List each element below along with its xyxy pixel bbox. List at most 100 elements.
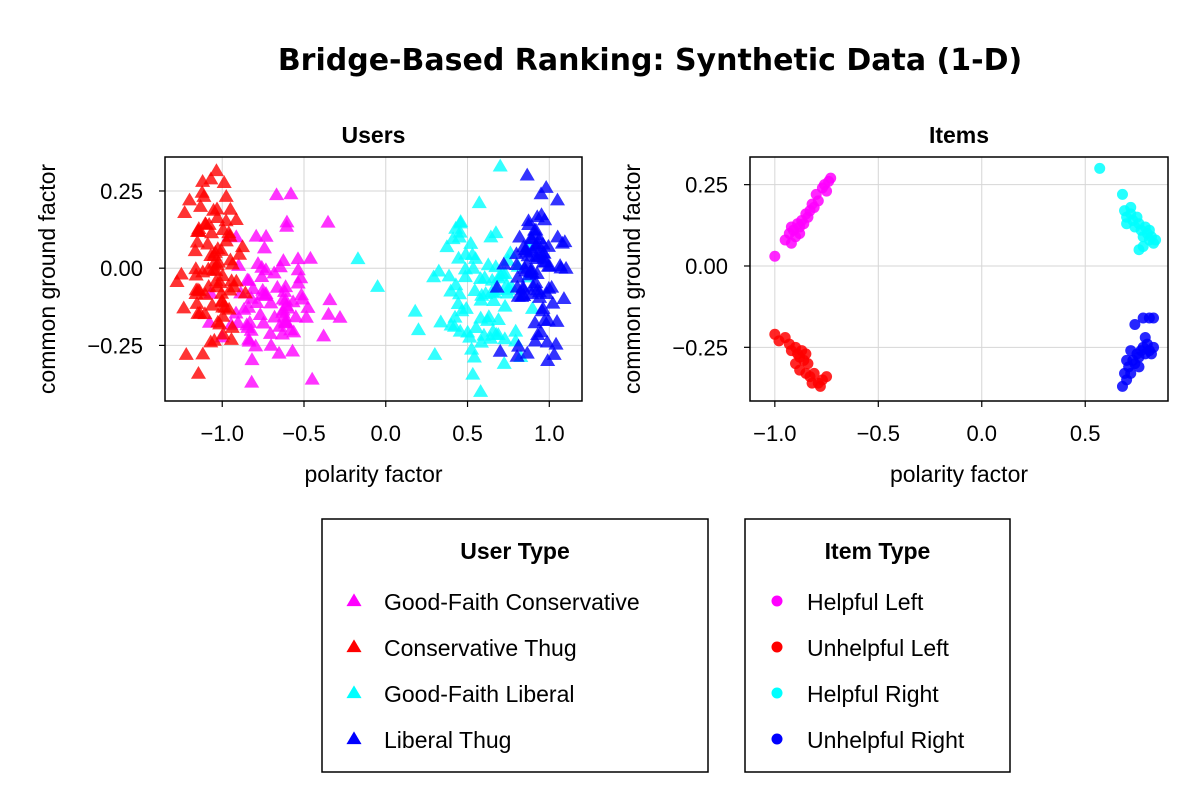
legend-marker (771, 641, 783, 653)
data-point (178, 347, 194, 360)
data-point (497, 298, 513, 312)
data-point (489, 279, 505, 293)
data-point (439, 239, 455, 253)
figure-title: Bridge-Based Ranking: Synthetic Data (1-… (278, 43, 1022, 78)
data-point (1121, 218, 1133, 230)
data-point (473, 292, 489, 306)
data-point (195, 346, 211, 360)
data-point (541, 280, 557, 294)
data-point (517, 260, 533, 274)
data-point (203, 334, 219, 348)
data-point (189, 296, 205, 309)
data-point (492, 158, 508, 172)
data-point (512, 229, 528, 243)
data-point (300, 300, 316, 313)
data-point (540, 312, 556, 326)
data-point (206, 262, 222, 276)
data-point (256, 240, 273, 254)
data-point (173, 266, 189, 280)
data-point (548, 336, 564, 350)
data-point (188, 282, 204, 296)
legend-entry-label: Helpful Left (807, 589, 924, 615)
data-point (451, 229, 467, 243)
data-point (463, 235, 479, 249)
data-point (195, 174, 211, 187)
data-point (769, 250, 781, 262)
data-point (1129, 319, 1141, 331)
data-point (290, 251, 306, 265)
data-point (1137, 240, 1149, 252)
data-point (533, 324, 549, 338)
data-point (263, 337, 279, 351)
data-point (284, 343, 301, 357)
data-point (508, 246, 524, 260)
legend-entry-label: Helpful Right (807, 681, 939, 707)
data-point (542, 258, 558, 272)
data-point (554, 235, 570, 249)
data-point (283, 186, 299, 200)
data-point (523, 230, 539, 244)
data-point (447, 309, 463, 323)
data-point (531, 290, 548, 303)
data-point (214, 285, 230, 299)
data-point (196, 189, 212, 202)
data-point (228, 212, 244, 226)
data-point (204, 225, 220, 239)
data-point (519, 345, 535, 359)
data-point (266, 265, 282, 279)
data-point (410, 322, 427, 336)
data-point (208, 273, 224, 287)
data-point (212, 316, 228, 330)
legend-entry-label: Good-Faith Conservative (384, 589, 640, 615)
data-point (322, 292, 338, 306)
y-axis-label: common ground factor (619, 164, 645, 394)
data-point (254, 269, 270, 282)
data-point (245, 281, 261, 295)
data-point (524, 265, 540, 279)
data-point (1150, 234, 1162, 246)
data-point (208, 163, 224, 177)
data-point (277, 315, 294, 329)
data-point (271, 345, 287, 359)
data-point (350, 251, 366, 265)
data-point (462, 329, 478, 343)
data-point (814, 380, 826, 392)
data-point (216, 175, 232, 188)
data-point (485, 323, 501, 337)
data-point (176, 300, 192, 314)
x-tick-label: 0.0 (370, 421, 401, 446)
data-point (218, 233, 234, 247)
x-axis-label: polarity factor (890, 461, 1028, 487)
data-point (255, 282, 271, 296)
x-tick-label: −0.5 (857, 421, 900, 446)
data-point (519, 167, 535, 181)
data-point (302, 250, 318, 264)
x-tick-label: 0.5 (452, 421, 483, 446)
legend-marker (346, 731, 362, 745)
data-point (241, 331, 257, 345)
data-point (320, 214, 336, 228)
data-point (224, 320, 240, 333)
data-point (490, 270, 506, 284)
legend-entry-label: Liberal Thug (384, 727, 511, 753)
data-point (1116, 188, 1128, 200)
data-point (244, 374, 260, 388)
data-point (203, 171, 219, 185)
data-point (472, 271, 489, 285)
data-point (241, 272, 257, 286)
item-type-legend: Item Type Helpful Left Unhelpful Left Helpf… (744, 518, 1011, 773)
data-point (215, 326, 231, 340)
y-tick-label: 0.00 (100, 256, 143, 281)
data-point (546, 347, 562, 360)
data-point (509, 279, 525, 293)
data-point (427, 347, 443, 360)
legend-entry-label: Unhelpful Left (807, 635, 950, 661)
data-point (556, 291, 572, 305)
data-point (278, 292, 294, 306)
data-point (255, 315, 271, 329)
data-point (188, 267, 204, 281)
data-point (217, 299, 233, 313)
data-point (509, 348, 525, 362)
data-point (812, 195, 824, 207)
